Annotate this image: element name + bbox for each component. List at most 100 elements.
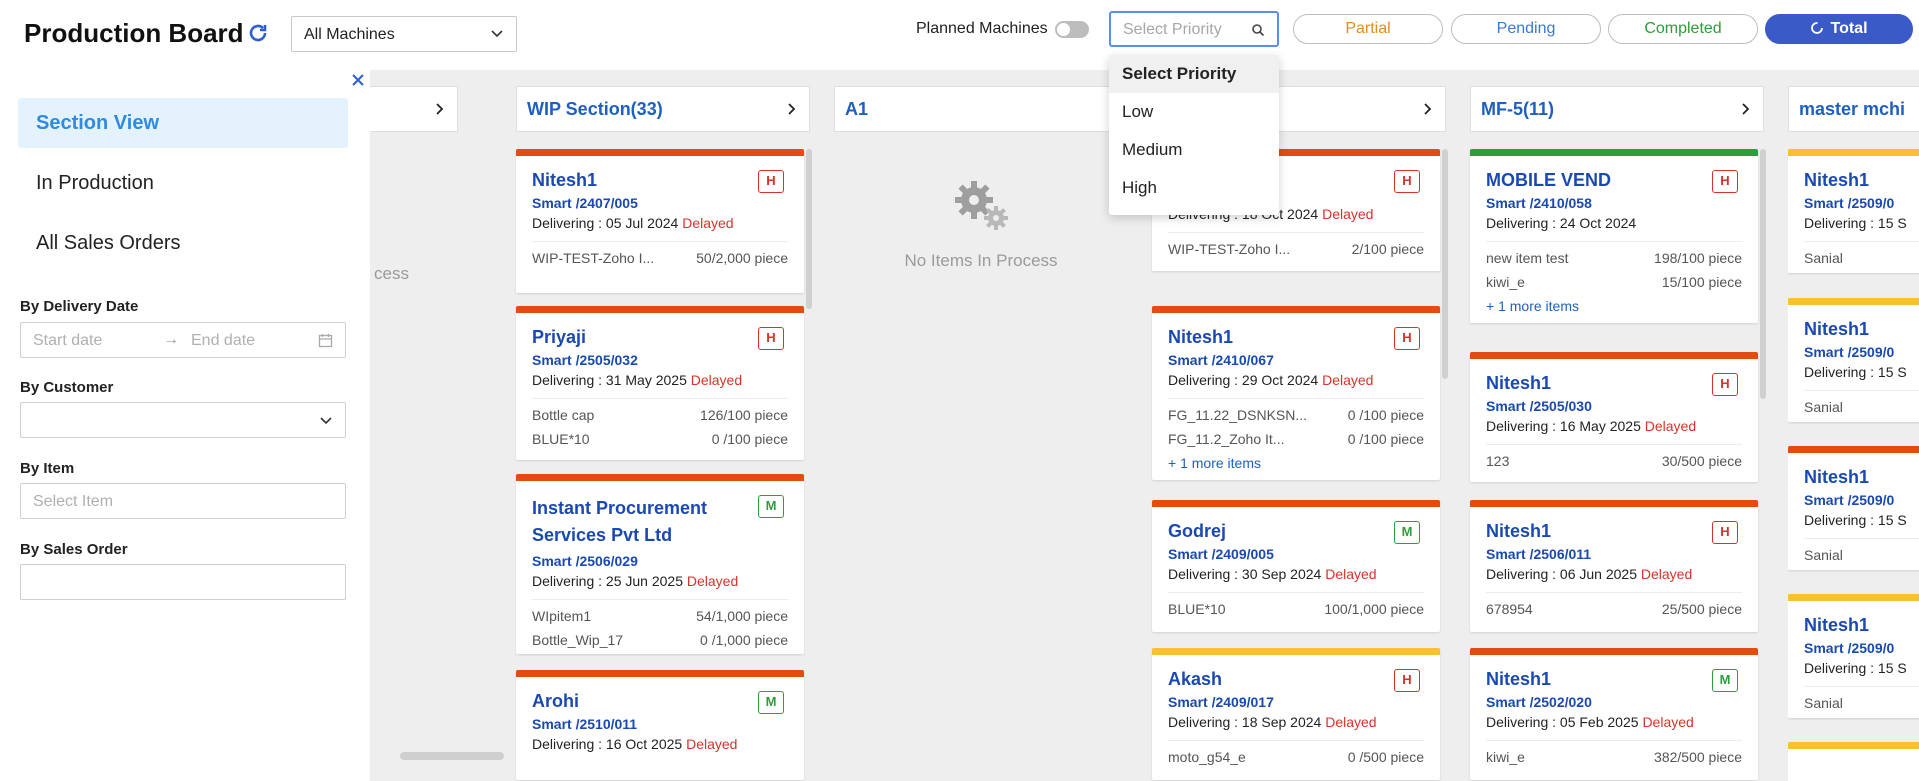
divider bbox=[532, 398, 788, 399]
more-items-link[interactable]: + 1 more items bbox=[1486, 298, 1579, 314]
order-card[interactable]: Nitesh1 Smart /2509/0 Delivering : 15 S … bbox=[1788, 446, 1919, 570]
horizontal-scrollbar[interactable] bbox=[400, 752, 504, 760]
priority-select[interactable]: Select Priority bbox=[1109, 11, 1279, 47]
order-card[interactable]: MOBILE VEND H Smart /2410/058 Delivering… bbox=[1470, 149, 1758, 323]
nav-all-sales-orders[interactable]: All Sales Orders bbox=[36, 232, 181, 254]
board-column-wip-section: WIP Section(33) Nitesh1 H Smart /2407/00… bbox=[516, 86, 812, 780]
top-bar: Production Board All Machines Planned Ma… bbox=[0, 0, 1919, 66]
total-filter-button[interactable]: Total bbox=[1765, 14, 1913, 44]
status-delayed: Delayed bbox=[686, 573, 739, 589]
column-header[interactable]: master mchi bbox=[1788, 86, 1919, 132]
chevron-right-icon[interactable] bbox=[1421, 102, 1435, 116]
start-date-input[interactable]: Start date bbox=[33, 332, 103, 349]
customer-name: Nitesh1 bbox=[1486, 669, 1552, 689]
machine-filter-select[interactable]: All Machines bbox=[291, 16, 517, 52]
chevron-right-icon[interactable] bbox=[785, 102, 799, 116]
partial-filter-button[interactable]: Partial bbox=[1293, 14, 1443, 44]
card-item-row: BLUE*10 0 /100 piece bbox=[532, 431, 788, 447]
order-card[interactable] bbox=[1788, 742, 1919, 781]
more-items-link[interactable]: + 1 more items bbox=[1168, 455, 1261, 471]
column-scrollbar[interactable] bbox=[1442, 149, 1448, 379]
card-item-row: moto_g54_e 0 /500 piece bbox=[1168, 749, 1424, 765]
chevron-right-icon[interactable] bbox=[1739, 102, 1753, 116]
sales-order-number: Smart /2409/005 bbox=[1168, 546, 1274, 562]
order-card[interactable]: Nitesh1 Smart /2509/0 Delivering : 15 S … bbox=[1788, 594, 1919, 718]
sales-order-number: Smart /2410/058 bbox=[1486, 195, 1592, 211]
delivery-date: Delivering : 16 May 2025 Delayed bbox=[1486, 418, 1697, 434]
order-card[interactable]: Nitesh1 H Smart /2505/030 Delivering : 1… bbox=[1470, 352, 1758, 482]
refresh-icon[interactable] bbox=[246, 21, 270, 45]
delivery-date: Delivering : 29 Oct 2024 Delayed bbox=[1168, 372, 1374, 388]
order-card[interactable]: Nitesh1 Smart /2509/0 Delivering : 15 S … bbox=[1788, 298, 1919, 422]
column-title: master mchi bbox=[1799, 99, 1906, 119]
order-card[interactable]: Godrej M Smart /2409/005 Delivering : 30… bbox=[1152, 500, 1440, 632]
column-header[interactable]: WIP Section(33) bbox=[516, 86, 810, 132]
chevron-down-icon bbox=[491, 30, 503, 38]
arrow-right-icon: → bbox=[163, 331, 179, 348]
divider bbox=[1804, 390, 1919, 391]
delivery-date: Delivering : 25 Jun 2025 Delayed bbox=[532, 573, 739, 589]
column-header[interactable]: A1 bbox=[834, 86, 1128, 132]
divider bbox=[1486, 444, 1742, 445]
sales-order-label: By Sales Order bbox=[20, 541, 128, 558]
completed-filter-button[interactable]: Completed bbox=[1608, 14, 1758, 44]
total-label: Total bbox=[1830, 20, 1868, 37]
nav-section-view[interactable]: Section View bbox=[18, 98, 348, 148]
sales-order-number: Smart /2506/011 bbox=[1486, 546, 1592, 562]
card-item-row: Bottle cap 126/100 piece bbox=[532, 407, 788, 423]
delivery-date: Delivering : 06 Jun 2025 Delayed bbox=[1486, 566, 1693, 582]
chevron-down-icon bbox=[320, 417, 332, 425]
card-item-row: Sanial bbox=[1804, 547, 1843, 563]
order-card[interactable]: Nitesh1 M Smart /2502/020 Delivering : 0… bbox=[1470, 648, 1758, 780]
priority-option-select[interactable]: Select Priority bbox=[1109, 55, 1279, 93]
customer-name: Nitesh1 bbox=[1804, 467, 1870, 487]
empty-message: cess bbox=[374, 264, 409, 283]
order-card[interactable]: Nitesh1 H Smart /2506/011 Delivering : 0… bbox=[1470, 500, 1758, 632]
chevron-right-icon[interactable] bbox=[433, 102, 447, 116]
divider bbox=[1486, 241, 1742, 242]
order-card[interactable]: Nitesh1 Smart /2509/0 Delivering : 15 S … bbox=[1788, 149, 1919, 273]
sales-order-input[interactable] bbox=[20, 564, 346, 600]
sales-order-number: Smart /2407/005 bbox=[532, 195, 638, 211]
close-icon[interactable] bbox=[350, 72, 366, 88]
priority-placeholder: Select Priority bbox=[1123, 21, 1222, 38]
priority-badge: M bbox=[1394, 521, 1420, 544]
order-card[interactable]: Akash H Smart /2409/017 Delivering : 18 … bbox=[1152, 648, 1440, 780]
priority-badge: H bbox=[758, 327, 784, 350]
column-scrollbar[interactable] bbox=[1760, 149, 1766, 399]
divider bbox=[1168, 740, 1424, 741]
delivery-date: Delivering : 15 S bbox=[1804, 215, 1907, 231]
planned-machines-toggle[interactable] bbox=[1055, 21, 1089, 38]
sales-order-number: Smart /2509/0 bbox=[1804, 344, 1895, 360]
status-delayed: Delayed bbox=[1322, 372, 1374, 388]
column-title: MF-5(11) bbox=[1481, 99, 1555, 119]
column-scrollbar[interactable] bbox=[806, 149, 812, 309]
pending-filter-button[interactable]: Pending bbox=[1451, 14, 1601, 44]
order-card[interactable]: Arohi M Smart /2510/011 Delivering : 16 … bbox=[516, 670, 804, 780]
delivery-date-range[interactable]: Start date → End date bbox=[20, 322, 346, 358]
priority-option-low[interactable]: Low bbox=[1122, 102, 1154, 121]
priority-option-high[interactable]: High bbox=[1122, 178, 1157, 197]
divider bbox=[1486, 592, 1742, 593]
end-date-input[interactable]: End date bbox=[191, 332, 256, 349]
nav-in-production[interactable]: In Production bbox=[36, 172, 154, 194]
order-card[interactable]: Instant Procurement Services Pvt Ltd M S… bbox=[516, 474, 804, 654]
status-delayed: Delayed bbox=[1642, 714, 1694, 730]
customer-select[interactable] bbox=[20, 402, 346, 438]
order-card[interactable]: Nitesh1 H Smart /2407/005 Delivering : 0… bbox=[516, 149, 804, 293]
search-icon bbox=[1252, 24, 1265, 37]
column-header[interactable] bbox=[370, 86, 458, 132]
delivery-date: Delivering : 31 May 2025 Delayed bbox=[532, 372, 743, 388]
toggle-knob bbox=[1057, 23, 1070, 36]
calendar-icon bbox=[318, 334, 333, 348]
order-card[interactable]: Nitesh1 H Smart /2410/067 Delivering : 2… bbox=[1152, 306, 1440, 480]
sales-order-number: Smart /2509/0 bbox=[1804, 492, 1895, 508]
priority-option-medium[interactable]: Medium bbox=[1122, 140, 1183, 159]
delivery-date: Delivering : 05 Feb 2025 Delayed bbox=[1486, 714, 1694, 730]
column-header[interactable]: MF-5(11) bbox=[1470, 86, 1764, 132]
priority-badge: M bbox=[758, 495, 784, 518]
delivery-date: Delivering : 16 Oct 2025 Delayed bbox=[532, 736, 738, 752]
order-card[interactable]: Priyaji H Smart /2505/032 Delivering : 3… bbox=[516, 306, 804, 460]
machine-filter-value: All Machines bbox=[304, 26, 395, 43]
item-input[interactable]: Select Item bbox=[20, 483, 346, 519]
